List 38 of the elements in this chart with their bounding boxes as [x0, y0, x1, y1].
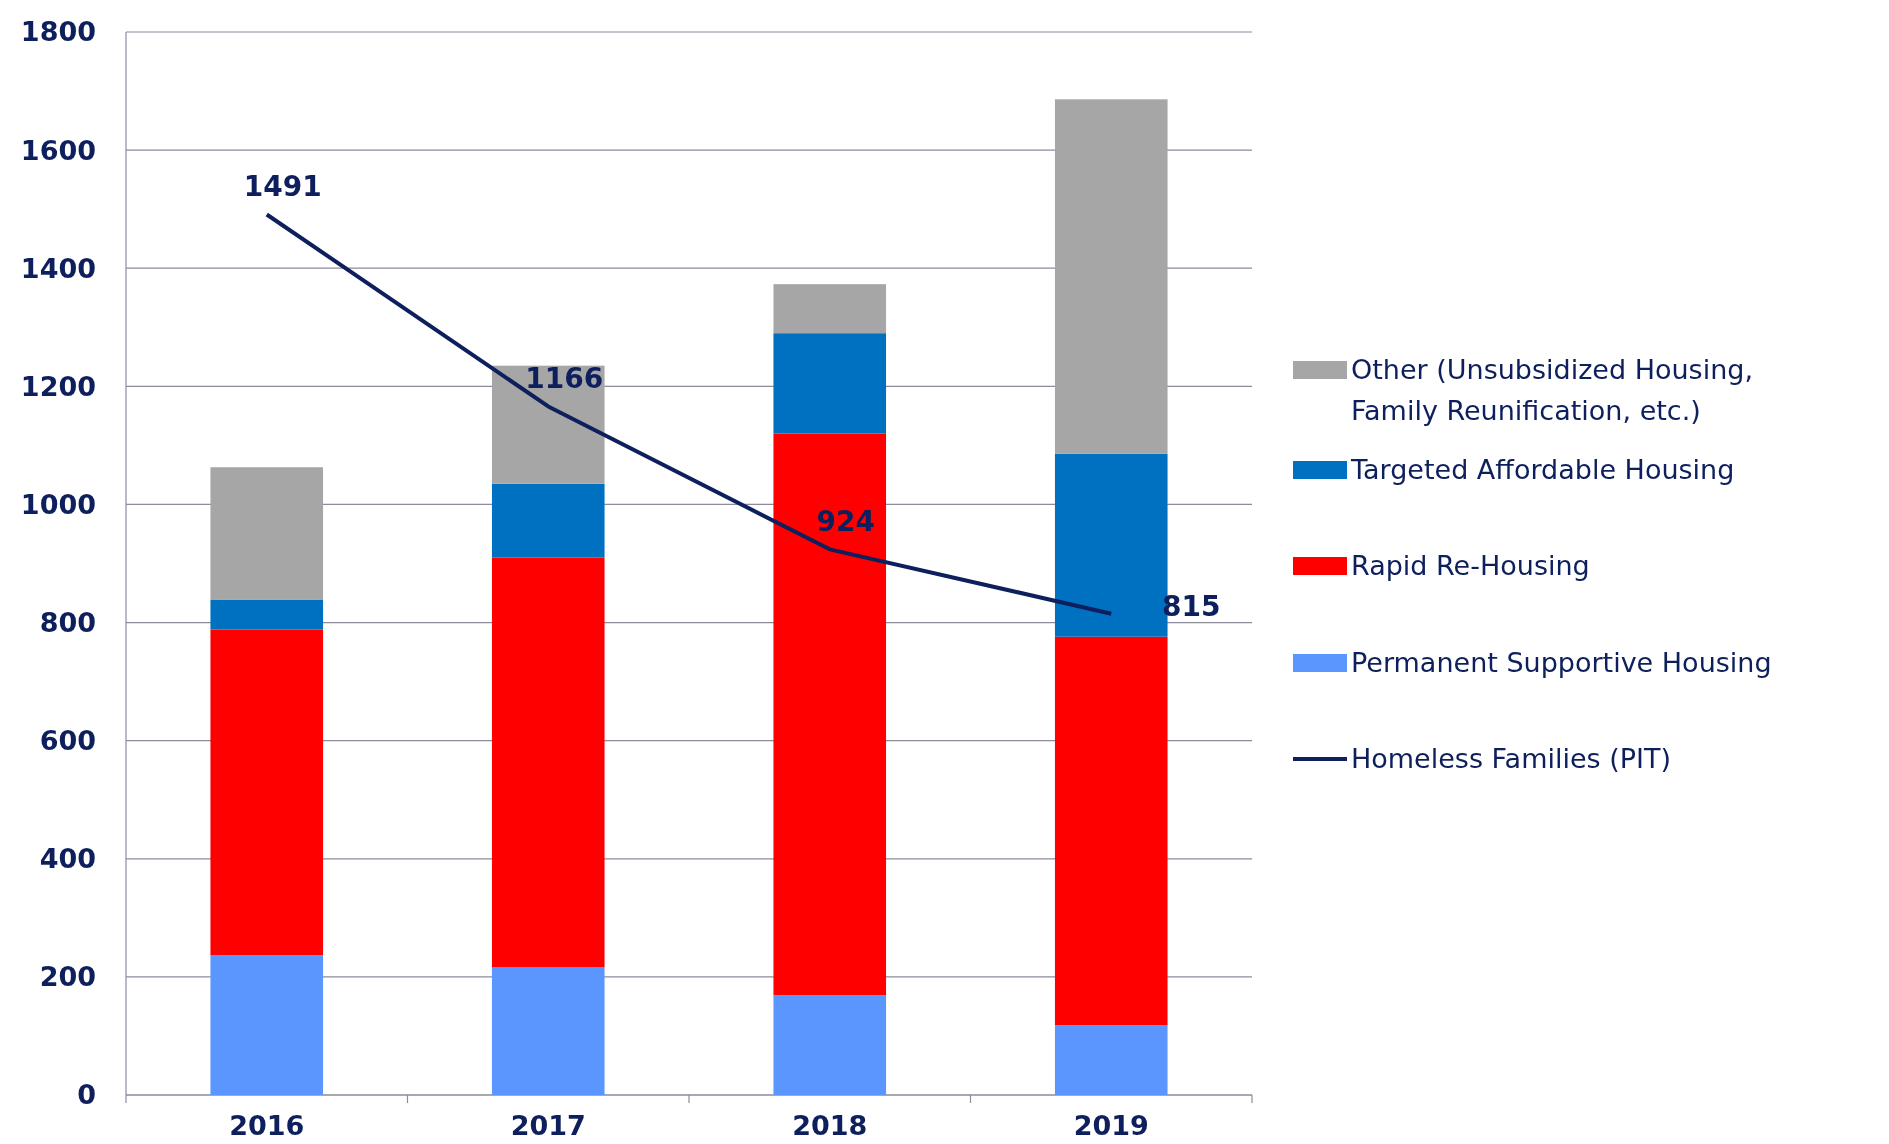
- x-tick-label: 2018: [792, 1110, 868, 1141]
- legend-label: Homeless Families (PIT): [1351, 743, 1672, 775]
- bar: [210, 629, 324, 956]
- y-tick-label: 1000: [20, 488, 96, 520]
- bar: [1054, 99, 1168, 454]
- bar: [210, 599, 324, 630]
- y-tick-label: 200: [39, 961, 96, 993]
- bar: [491, 967, 605, 1095]
- bar: [1054, 1025, 1168, 1095]
- bar: [491, 483, 605, 558]
- y-tick-label: 1400: [20, 252, 96, 284]
- data-label: 1166: [525, 362, 604, 396]
- line-series: [264, 212, 1114, 616]
- y-tick-label: 800: [39, 607, 96, 639]
- bar: [773, 333, 887, 434]
- bar: [1054, 636, 1168, 1026]
- bar: [210, 467, 324, 600]
- y-tick-label: 0: [77, 1079, 96, 1111]
- data-label: 924: [816, 505, 875, 539]
- y-tick-label: 600: [39, 725, 96, 757]
- bar: [773, 284, 887, 334]
- bar: [491, 365, 605, 484]
- bar: [773, 433, 887, 996]
- y-tick-label: 1800: [20, 16, 96, 48]
- y-tick-label: 1600: [20, 134, 96, 166]
- y-tick-label: 1200: [20, 370, 96, 402]
- y-tick-label: 400: [39, 843, 96, 875]
- bar: [773, 995, 887, 1095]
- x-tick-label: 2019: [1073, 1110, 1149, 1141]
- data-label: 1491: [243, 170, 322, 204]
- x-tick-label: 2016: [229, 1110, 305, 1141]
- legend-label: Permanent Supportive Housing: [1351, 647, 1772, 679]
- bar: [210, 955, 324, 1095]
- legend-label: Rapid Re-Housing: [1351, 550, 1590, 582]
- x-tick-label: 2017: [510, 1110, 586, 1141]
- bar: [491, 557, 605, 968]
- legend-label: Other (Unsubsidized Housing, Family Reunification, etc.): [1351, 354, 1754, 426]
- legend-label: Targeted Affordable Housing: [1350, 454, 1735, 486]
